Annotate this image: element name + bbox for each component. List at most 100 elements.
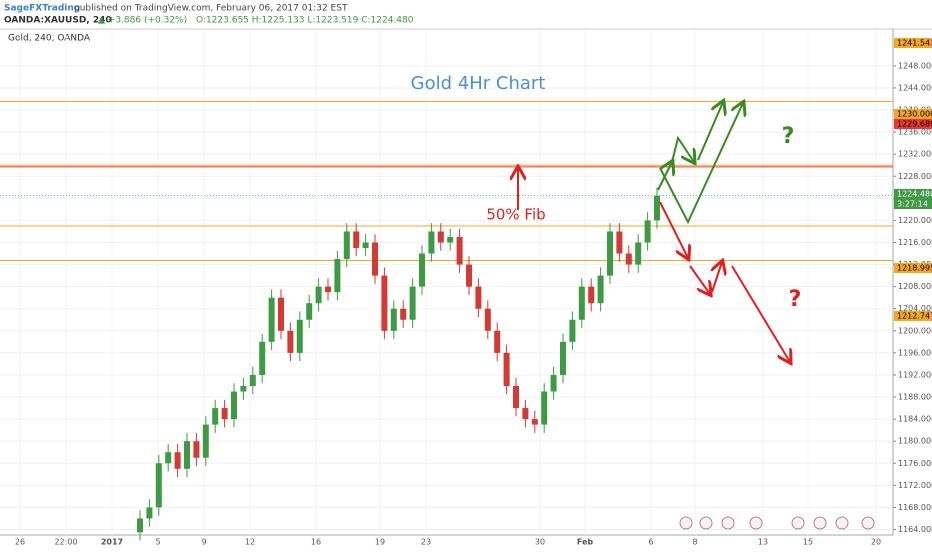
- candle-body: [325, 286, 331, 293]
- candle-body: [174, 452, 181, 469]
- level-label-box: [894, 38, 932, 48]
- y-tick-label: 1244.000: [898, 83, 932, 92]
- candle-body: [654, 195, 660, 221]
- y-tick-label: 1208.000: [898, 282, 932, 291]
- candle-body: [466, 264, 472, 287]
- level-label: 1241.543: [897, 39, 932, 48]
- x-tick-label: 30: [535, 538, 545, 547]
- candle-body: [475, 286, 482, 309]
- level-label: 1230.000: [897, 110, 932, 119]
- candle-body: [550, 374, 557, 392]
- candle-body: [193, 441, 200, 458]
- x-tick-label: 12: [245, 538, 255, 547]
- candle-body: [644, 220, 651, 243]
- level-label-box: [894, 119, 932, 129]
- candle-body: [146, 507, 153, 519]
- x-tick-label: 19: [375, 538, 385, 547]
- candle-body: [259, 341, 266, 375]
- candle-body: [165, 452, 172, 464]
- y-tick-label: 1184.000: [898, 415, 932, 424]
- candle-body: [202, 424, 209, 458]
- candle-body: [212, 408, 219, 425]
- candle-body: [343, 231, 350, 260]
- level-label-box: [894, 263, 932, 273]
- candle-body: [409, 286, 416, 320]
- y-tick-label: 1176.000: [898, 459, 932, 468]
- candle-body: [588, 286, 595, 304]
- candle-body: [456, 236, 463, 265]
- chart-title: Gold 4Hr Chart: [411, 73, 546, 94]
- candle-body: [616, 231, 623, 254]
- candle-body: [353, 231, 360, 249]
- arrows: [518, 102, 790, 362]
- y-tick-label: 1172.000: [898, 481, 932, 490]
- candle-body: [560, 341, 566, 375]
- candle-body: [240, 385, 247, 392]
- y-tick-label: 1216.000: [898, 238, 932, 247]
- last-price-label: 1224.480: [897, 190, 932, 199]
- candle-body: [522, 408, 529, 420]
- ohlc: O:1223.655 H:1225.133 L:1223.519 C:1224.…: [196, 16, 414, 26]
- x-tick-label: 23: [421, 538, 431, 547]
- x-tick-label: Feb: [577, 538, 594, 547]
- publisher[interactable]: SageFXTrading: [4, 4, 80, 14]
- candle-body: [607, 231, 613, 276]
- x-tick-label: 8: [692, 538, 697, 547]
- candle-body: [597, 275, 604, 304]
- fib-annotation: 50% Fib: [486, 206, 545, 224]
- legend: Gold, 240, OANDA: [8, 34, 91, 44]
- x-tick-label: 16: [311, 538, 321, 547]
- x-tick-label: 15: [803, 538, 813, 547]
- candle-body: [296, 319, 303, 353]
- candle-body: [437, 231, 444, 243]
- candle-body: [635, 242, 642, 265]
- x-tick-label: 2017: [101, 538, 123, 547]
- candle-body: [306, 303, 313, 320]
- candle-body: [268, 297, 275, 342]
- last-price-box: [894, 189, 932, 209]
- candle-body: [541, 391, 548, 425]
- x-tick-label: 26: [15, 538, 25, 547]
- question-mark-red: ?: [789, 287, 802, 312]
- y-tick-label: 1188.000: [898, 393, 932, 402]
- y-tick-label: 1204.000: [898, 304, 932, 313]
- candle-body: [287, 330, 294, 353]
- level-label-box: [894, 109, 932, 119]
- y-tick-label: 1164.000: [898, 525, 932, 534]
- candle-body: [381, 275, 388, 331]
- candle-body: [578, 286, 585, 320]
- candle-body: [625, 253, 632, 265]
- candle-body: [400, 308, 407, 320]
- candle-body: [503, 352, 510, 386]
- y-tick-label: 1236.000: [898, 128, 932, 137]
- countdown: 3:27:14: [897, 200, 928, 209]
- event-icons: [679, 516, 875, 530]
- x-tick-label: 20: [871, 538, 881, 547]
- x-tick-label: 13: [758, 538, 768, 547]
- candle-body: [419, 253, 425, 287]
- candle-body: [249, 374, 256, 386]
- candle-body: [137, 518, 143, 533]
- y-tick-label: 1232.000: [898, 150, 932, 159]
- candle-body: [513, 385, 519, 409]
- y-tick-label: 1196.000: [898, 348, 932, 357]
- x-tick-label: 9: [201, 538, 206, 547]
- y-tick-label: 1180.000: [898, 437, 932, 446]
- question-mark-green: ?: [782, 124, 795, 149]
- published-line: published on TradingView.com, February 0…: [74, 4, 348, 14]
- x-tick-label: 22:00: [54, 538, 77, 547]
- y-tick-label: 1220.000: [898, 216, 932, 225]
- y-tick-label: 1248.000: [898, 61, 932, 70]
- x-tick-label: 5: [155, 538, 160, 547]
- candle-body: [390, 308, 397, 331]
- candle-body: [362, 242, 369, 249]
- candle-body: [569, 319, 576, 342]
- symbol: OANDA:XAUUSD, 240: [4, 16, 112, 26]
- level-label: 1218.995: [897, 264, 932, 273]
- y-tick-label: 1228.000: [898, 172, 932, 181]
- y-tick-label: 1192.000: [898, 370, 932, 379]
- candle-body: [221, 408, 228, 420]
- candle-body: [372, 242, 378, 276]
- candle-body: [447, 236, 454, 243]
